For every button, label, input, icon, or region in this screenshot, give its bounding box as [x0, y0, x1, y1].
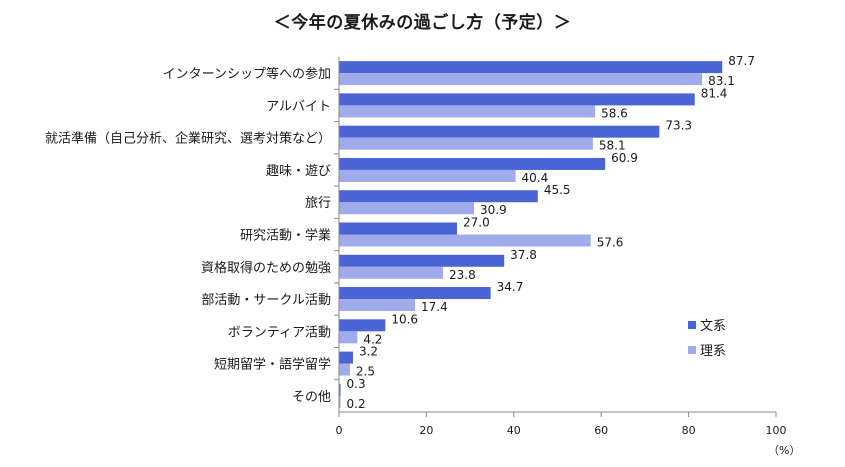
ticks-layer: 0 20 40 60 80 100: [334, 88, 787, 437]
data-label: 2.5: [356, 365, 375, 379]
category-label: 趣味・遊び: [266, 164, 331, 179]
legend-label: 理系: [700, 344, 726, 359]
bar-series-1: [339, 383, 341, 396]
data-label: 0.2: [347, 397, 366, 411]
category-label: 旅行: [305, 196, 331, 211]
data-label: 0.3: [347, 377, 366, 391]
x-tick-label: 60: [594, 424, 608, 437]
bar-series-2: [339, 137, 593, 150]
data-label: 60.9: [611, 151, 638, 165]
category-label: その他: [292, 390, 331, 405]
bar-series-2: [339, 202, 475, 215]
category-label: 就活準備（自己分析、企業研究、選考対策など）: [45, 131, 331, 147]
data-label: 73.3: [665, 119, 692, 133]
legend-label: 文系: [700, 319, 726, 334]
data-label: 3.2: [359, 345, 378, 359]
x-tick-label: 80: [682, 424, 696, 437]
category-label: 資格取得のための勉強: [201, 260, 331, 276]
data-label: 17.4: [421, 300, 448, 314]
category-label: アルバイト: [266, 99, 331, 114]
bar-series-2: [339, 395, 341, 408]
x-tick-label: 0: [336, 424, 343, 437]
bar-series-2: [339, 234, 591, 247]
data-label: 10.6: [391, 312, 418, 326]
data-label: 45.5: [544, 183, 571, 197]
data-label: 58.1: [599, 139, 626, 153]
data-label: 23.8: [449, 268, 476, 282]
bar-series-1: [339, 93, 695, 106]
bar-series-1: [339, 222, 457, 235]
bar-series-2: [339, 299, 416, 312]
data-label: 87.7: [728, 54, 755, 68]
category-label: インターンシップ等への参加: [163, 66, 331, 82]
bar-series-2: [339, 331, 358, 344]
bar-series-1: [339, 254, 505, 267]
bar-series-1: [339, 125, 660, 138]
data-label: 83.1: [708, 74, 735, 88]
x-tick-label: 20: [419, 424, 433, 437]
bars-layer: [339, 61, 723, 408]
x-tick-label: 40: [507, 424, 521, 437]
data-label: 57.6: [597, 236, 624, 250]
data-label: 27.0: [463, 216, 490, 230]
bar-series-2: [339, 105, 596, 118]
category-label: 短期留学・語学留学: [214, 357, 331, 373]
category-label: 研究活動・学業: [240, 228, 331, 244]
x-axis-unit: （%）: [768, 444, 800, 457]
bar-series-1: [339, 319, 386, 332]
labels-layer: インターンシップ等への参加 87.7 83.1 アルバイト 81.4 58.6 就活準備（自…: [45, 54, 755, 411]
bar-series-1: [339, 190, 538, 203]
bar-series-1: [339, 157, 606, 170]
data-label: 4.2: [363, 332, 382, 346]
data-label: 37.8: [510, 248, 537, 262]
data-label: 58.6: [601, 106, 628, 120]
bar-series-2: [339, 73, 703, 86]
chart-title: ＜今年の夏休みの過ごし方（予定）＞: [273, 13, 572, 33]
bar-series-2: [339, 363, 350, 376]
bar-series-2: [339, 266, 444, 279]
bar-series-1: [339, 351, 353, 364]
data-label: 34.7: [497, 280, 524, 294]
data-label: 30.9: [480, 203, 507, 217]
data-label: 40.4: [522, 171, 549, 185]
bar-series-1: [339, 287, 491, 300]
legend-swatch: [688, 346, 696, 354]
category-label: 部活動・サークル活動: [201, 293, 331, 308]
bar-series-2: [339, 169, 516, 182]
data-label: 81.4: [701, 86, 728, 100]
bar-series-1: [339, 61, 723, 74]
legend-swatch: [688, 321, 696, 329]
x-tick-label: 100: [766, 424, 787, 437]
category-label: ボランティア活動: [228, 325, 331, 340]
